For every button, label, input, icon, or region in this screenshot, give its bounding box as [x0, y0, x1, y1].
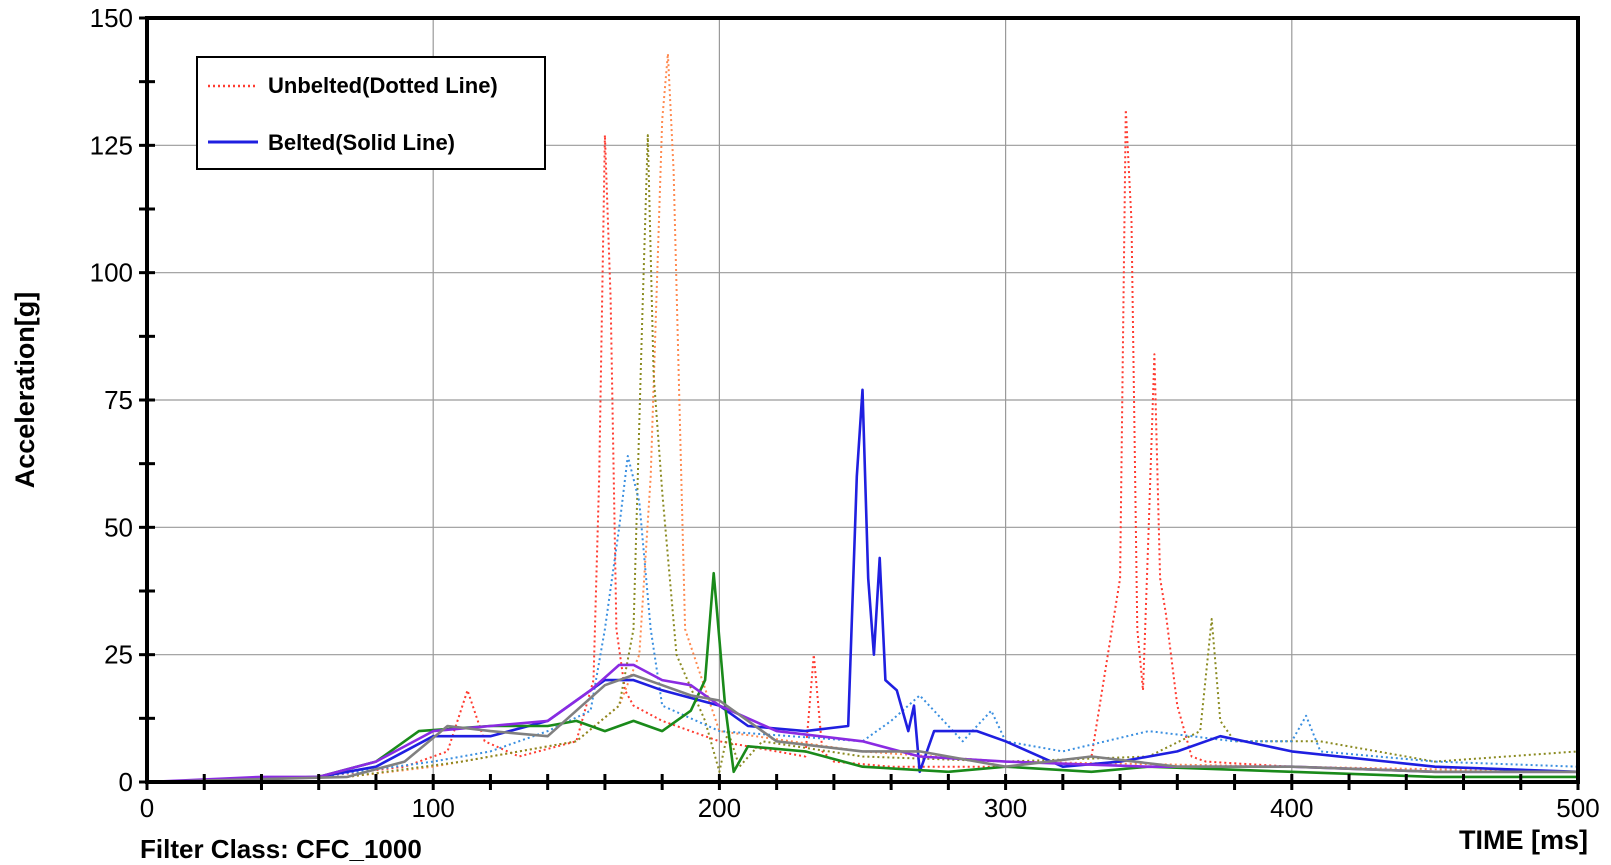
- series-line-2: [146, 134, 1579, 783]
- x-tick-label: 0: [140, 793, 154, 823]
- series-line-6: [146, 663, 1578, 784]
- x-tick-label: 200: [698, 793, 741, 823]
- y-axis-title: Acceleration[g]: [10, 292, 40, 489]
- y-tick-label: 0: [119, 767, 133, 797]
- axis-ticks: [139, 16, 1580, 790]
- legend-label-unbelted: Unbelted(Dotted Line): [268, 73, 498, 98]
- y-tick-label: 150: [90, 3, 133, 33]
- y-tick-label: 100: [90, 258, 133, 288]
- legend-label-belted: Belted(Solid Line): [268, 130, 455, 155]
- y-tick-label: 50: [104, 512, 133, 542]
- x-tick-label: 300: [984, 793, 1027, 823]
- legend: Unbelted(Dotted Line) Belted(Solid Line): [196, 56, 546, 170]
- x-tick-labels: 0 100 200 300 400 500: [140, 793, 1600, 823]
- y-tick-label: 125: [90, 130, 133, 160]
- x-tick-label: 100: [412, 793, 455, 823]
- series-layer: [146, 52, 1579, 784]
- series-line-7: [146, 673, 1578, 784]
- y-tick-label: 25: [104, 640, 133, 670]
- x-tick-label: 500: [1556, 793, 1599, 823]
- filter-class-label: Filter Class: CFC_1000: [140, 834, 422, 864]
- series-line-3: [146, 455, 1579, 783]
- y-tick-labels: 0 25 50 75 100 125 150: [90, 3, 133, 797]
- series-line-0: [146, 108, 1578, 783]
- x-tick-label: 400: [1270, 793, 1313, 823]
- x-axis-title: TIME [ms]: [1459, 825, 1588, 855]
- series-line-4: [146, 388, 1579, 784]
- legend-box: [196, 56, 546, 170]
- y-tick-label: 75: [104, 385, 133, 415]
